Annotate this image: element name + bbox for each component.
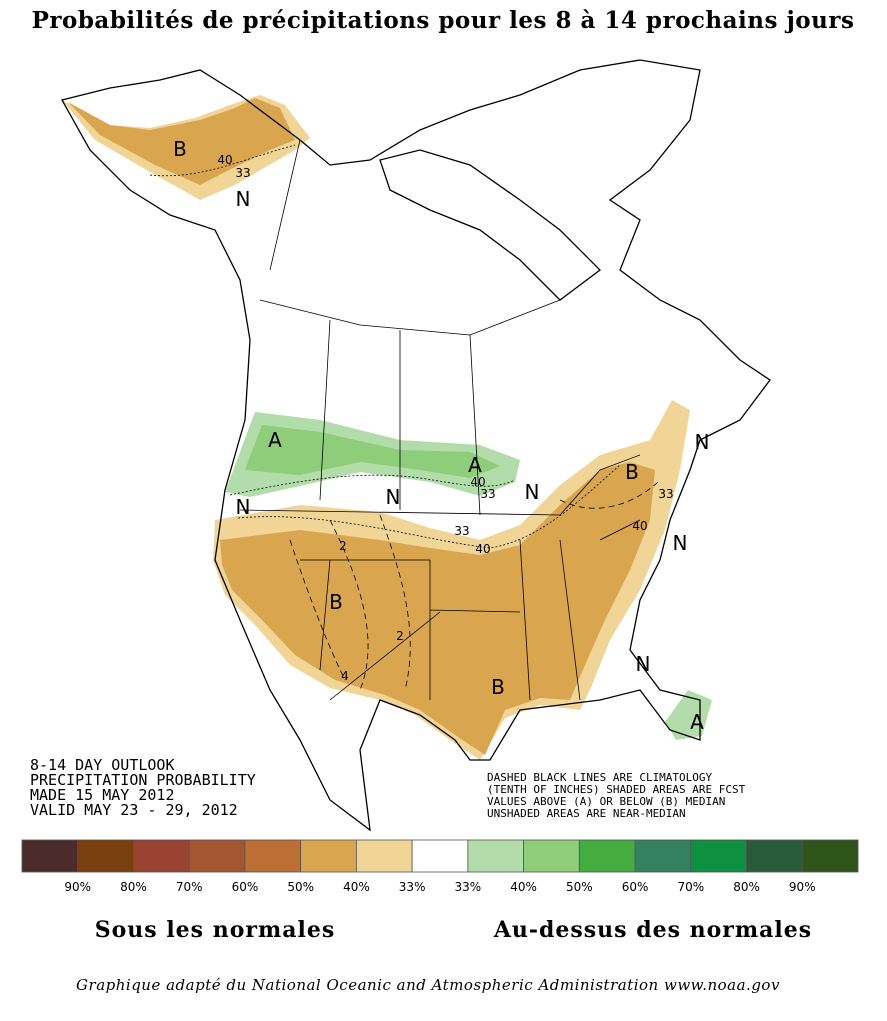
- map-label: A: [468, 453, 482, 477]
- legend-label: 60%: [232, 880, 259, 894]
- map-label: B: [625, 460, 639, 484]
- note-line: (TENTH OF INCHES) SHADED AREAS ARE FCST: [487, 783, 746, 796]
- legend-swatch: [188, 839, 246, 873]
- map-label: 33: [480, 487, 495, 501]
- borders: [239, 139, 641, 701]
- map-label: 2: [396, 629, 404, 643]
- map-label: 40: [475, 542, 490, 556]
- coastline: [61, 59, 771, 832]
- legend-swatch: [300, 839, 357, 873]
- legend-label: 40%: [343, 880, 370, 894]
- note-line: VALUES ABOVE (A) OR BELOW (B) MEDIAN: [487, 795, 725, 808]
- map-label: 40: [470, 475, 485, 489]
- map-label: B: [329, 590, 343, 614]
- legend-swatch: [244, 839, 302, 873]
- note-line: DASHED BLACK LINES ARE CLIMATOLOGY: [487, 771, 713, 784]
- legend-label: 50%: [566, 880, 593, 894]
- map-label: B: [491, 675, 505, 699]
- legend-swatch: [355, 839, 413, 873]
- map-label: 40: [632, 519, 647, 533]
- map-label: N: [525, 480, 540, 504]
- outlook-line: PRECIPITATION PROBABILITY: [30, 771, 256, 789]
- legend-label: 70%: [677, 880, 704, 894]
- legend-swatch: [21, 839, 79, 873]
- legend-swatch: [634, 839, 692, 873]
- map-label: 33: [658, 487, 673, 501]
- credit: Graphique adapté du National Oceanic and…: [76, 976, 780, 994]
- map-label: A: [690, 710, 704, 734]
- legend-label: 90%: [64, 880, 91, 894]
- below-label: Sous les normales: [95, 917, 336, 943]
- legend-label: 70%: [176, 880, 203, 894]
- outlook-line: MADE 15 MAY 2012: [30, 786, 175, 804]
- map-label: 33: [454, 524, 469, 538]
- legend-swatch: [77, 839, 134, 873]
- map-label: 4: [341, 669, 349, 683]
- shade-a40: [245, 425, 500, 478]
- map-label: N: [636, 652, 651, 676]
- map-label: B: [173, 137, 187, 161]
- map-label: N: [236, 495, 251, 519]
- map-label: 2: [339, 539, 347, 553]
- legend-label: 90%: [789, 880, 816, 894]
- outlook-line: 8-14 DAY OUTLOOK: [30, 756, 175, 774]
- legend-swatch: [411, 839, 469, 873]
- legend-label: 80%: [733, 880, 760, 894]
- legend-swatch: [690, 839, 747, 873]
- map-label: N: [386, 485, 401, 509]
- outlook-line: VALID MAY 23 - 29, 2012: [30, 801, 238, 819]
- hudson-bay: [379, 149, 601, 301]
- legend-label: 60%: [622, 880, 649, 894]
- shade-40: [220, 462, 655, 755]
- legend-swatch: [133, 839, 190, 873]
- legend-label: 33%: [399, 880, 426, 894]
- map-label: N: [673, 531, 688, 555]
- legend-swatch: [467, 839, 525, 873]
- map-label: A: [268, 428, 282, 452]
- map-label: 33: [235, 166, 250, 180]
- legend-swatch: [801, 839, 859, 873]
- legend-swatch: [523, 839, 580, 873]
- legend-label: 33%: [455, 880, 482, 894]
- contours: [149, 144, 621, 549]
- legend-label: 80%: [120, 880, 147, 894]
- legend-swatch: [746, 839, 803, 873]
- map-label: N: [695, 430, 710, 454]
- map-label: N: [236, 187, 251, 211]
- map-label: 40: [217, 153, 232, 167]
- title: Probabilités de précipitations pour les …: [32, 7, 855, 34]
- note-line: UNSHADED AREAS ARE NEAR-MEDIAN: [487, 807, 686, 820]
- climatology: [289, 479, 661, 691]
- shade-40: [68, 98, 295, 185]
- above-label: Au-dessus des normales: [493, 917, 812, 943]
- legend-label: 40%: [510, 880, 537, 894]
- legend-swatch: [578, 839, 636, 873]
- legend-label: 50%: [287, 880, 314, 894]
